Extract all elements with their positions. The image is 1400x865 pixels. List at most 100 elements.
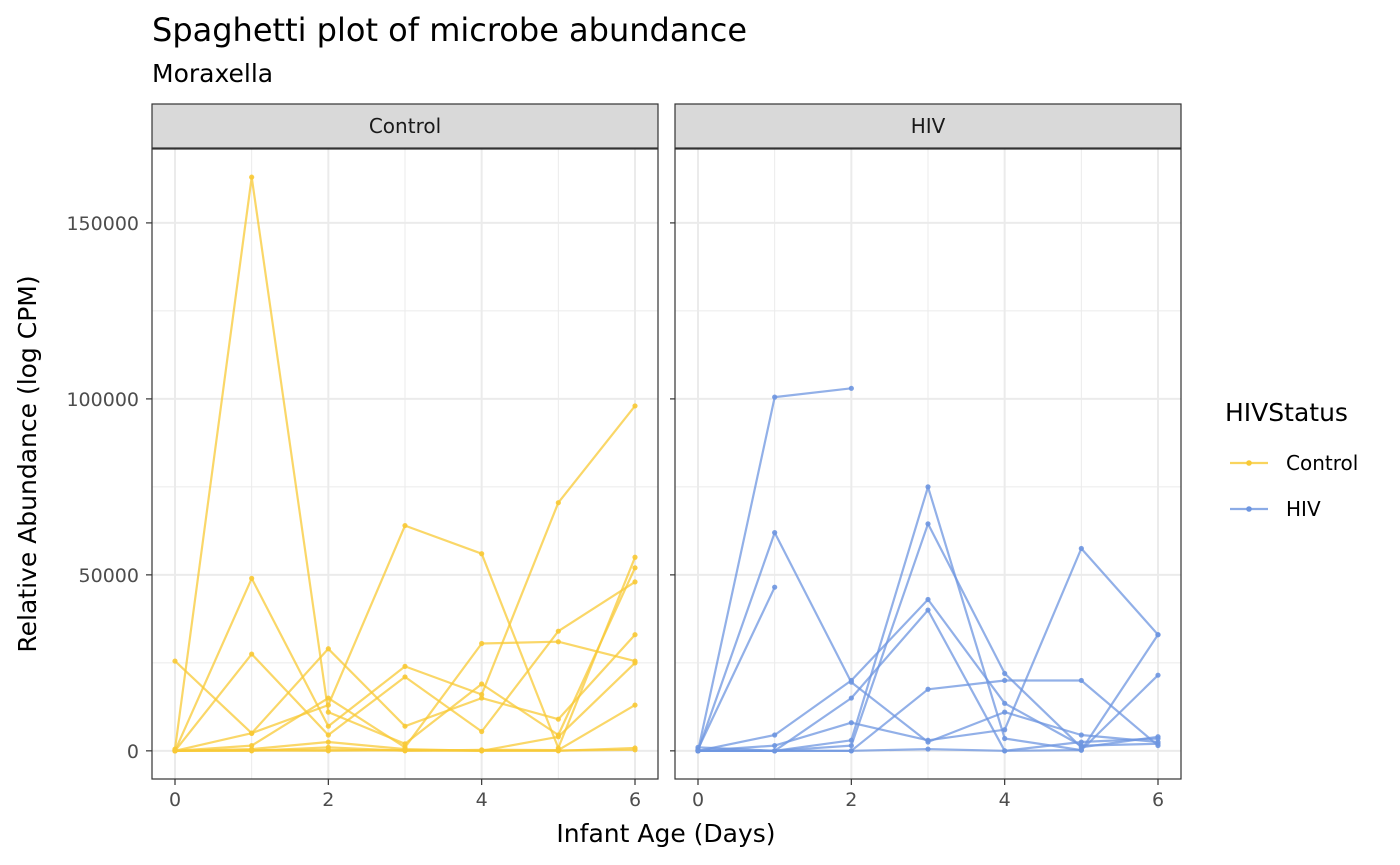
data-point bbox=[555, 747, 561, 754]
data-point bbox=[1002, 677, 1008, 684]
data-point bbox=[479, 747, 485, 754]
x-tick-label: 6 bbox=[629, 789, 641, 811]
legend-entry-hiv: HIV bbox=[1230, 497, 1321, 521]
data-point bbox=[249, 747, 255, 754]
data-point bbox=[1002, 727, 1008, 733]
x-tick-label: 2 bbox=[845, 789, 857, 811]
data-point bbox=[325, 748, 331, 754]
x-tick-label: 4 bbox=[999, 789, 1011, 811]
data-point bbox=[479, 551, 485, 557]
data-point bbox=[325, 732, 331, 738]
data-point bbox=[772, 742, 778, 749]
series-group-hiv bbox=[695, 385, 1161, 754]
legend-key-point bbox=[1246, 460, 1252, 466]
data-point bbox=[249, 575, 255, 581]
data-point bbox=[632, 403, 638, 409]
x-tick-label: 0 bbox=[169, 789, 181, 811]
data-point bbox=[848, 385, 854, 391]
data-point bbox=[925, 521, 931, 527]
data-point bbox=[925, 746, 931, 752]
data-point bbox=[1002, 748, 1008, 754]
data-point bbox=[632, 554, 638, 560]
x-tick-label: 4 bbox=[476, 789, 488, 811]
data-point bbox=[925, 484, 931, 490]
data-point bbox=[1002, 670, 1008, 677]
data-point bbox=[479, 640, 485, 647]
y-axis-title: Relative Abundance (log CPM) bbox=[13, 275, 42, 652]
data-point bbox=[325, 739, 331, 745]
data-point bbox=[172, 658, 178, 664]
data-point bbox=[555, 500, 561, 506]
data-point bbox=[848, 677, 854, 684]
data-point bbox=[555, 639, 561, 645]
data-point bbox=[1155, 672, 1161, 678]
data-point bbox=[1002, 700, 1008, 706]
series-group-control bbox=[172, 174, 638, 754]
data-point bbox=[632, 747, 638, 753]
data-point bbox=[848, 695, 854, 701]
data-point bbox=[1002, 709, 1008, 715]
y-tick-label: 50000 bbox=[79, 565, 139, 587]
legend: HIVStatus Control HIV bbox=[1225, 398, 1358, 521]
facet-panel-control: Control 0 2 4 6 bbox=[151, 103, 659, 811]
series-line-hiv-10 bbox=[695, 672, 1161, 754]
x-tick-label: 2 bbox=[322, 789, 334, 811]
data-point bbox=[249, 174, 255, 180]
data-point bbox=[848, 720, 854, 726]
legend-label: Control bbox=[1286, 451, 1358, 475]
data-point bbox=[925, 607, 931, 613]
data-point bbox=[402, 747, 408, 753]
data-point bbox=[632, 660, 638, 666]
data-point bbox=[632, 579, 638, 585]
data-point bbox=[555, 716, 561, 722]
facet-panel-hiv: HIV 0 2 4 6 bbox=[670, 103, 1182, 811]
x-tick-label: 6 bbox=[1152, 789, 1164, 811]
series-line-control-10 bbox=[172, 747, 638, 754]
data-point bbox=[632, 632, 638, 638]
legend-title: HIVStatus bbox=[1225, 398, 1348, 427]
facet-border-hiv bbox=[674, 148, 1182, 780]
data-point bbox=[325, 723, 331, 729]
facet-strip-hiv bbox=[674, 103, 1182, 149]
legend-entries: Control HIV bbox=[1230, 451, 1358, 521]
x-axis-title: Infant Age (Days) bbox=[556, 819, 775, 848]
legend-label: HIV bbox=[1286, 497, 1321, 521]
data-point bbox=[1155, 735, 1161, 742]
data-point bbox=[402, 663, 408, 669]
data-point bbox=[772, 394, 778, 400]
data-point bbox=[772, 584, 778, 590]
data-point bbox=[632, 702, 638, 708]
data-point bbox=[479, 681, 485, 687]
data-point bbox=[1155, 742, 1161, 749]
data-point bbox=[925, 737, 931, 743]
y-tick-label: 150000 bbox=[66, 213, 139, 235]
data-point bbox=[632, 565, 638, 571]
data-point bbox=[1002, 735, 1008, 742]
data-point bbox=[848, 748, 854, 754]
y-tick-label: 100000 bbox=[66, 389, 139, 411]
series-path bbox=[697, 586, 776, 750]
data-point bbox=[249, 651, 255, 657]
data-point bbox=[695, 748, 701, 754]
data-point bbox=[1078, 545, 1084, 552]
data-point bbox=[325, 695, 331, 701]
data-point bbox=[925, 596, 931, 603]
facet-border-control bbox=[151, 148, 659, 780]
data-point bbox=[325, 709, 331, 715]
legend-key-point bbox=[1246, 506, 1252, 512]
data-point bbox=[1078, 732, 1084, 738]
data-point bbox=[325, 646, 331, 652]
data-point bbox=[1155, 632, 1161, 638]
y-axis: 0 50000 100000 150000 bbox=[66, 213, 152, 763]
data-point bbox=[772, 748, 778, 754]
x-axis-control: 0 2 4 6 bbox=[169, 779, 641, 811]
data-point bbox=[848, 742, 854, 749]
data-point bbox=[172, 748, 178, 754]
chart-subtitle: Moraxella bbox=[152, 59, 273, 88]
data-point bbox=[249, 730, 255, 736]
chart-title: Spaghetti plot of microbe abundance bbox=[152, 11, 747, 49]
facet-strip-label-hiv: HIV bbox=[911, 114, 946, 138]
data-point bbox=[402, 522, 408, 529]
data-point bbox=[772, 732, 778, 738]
